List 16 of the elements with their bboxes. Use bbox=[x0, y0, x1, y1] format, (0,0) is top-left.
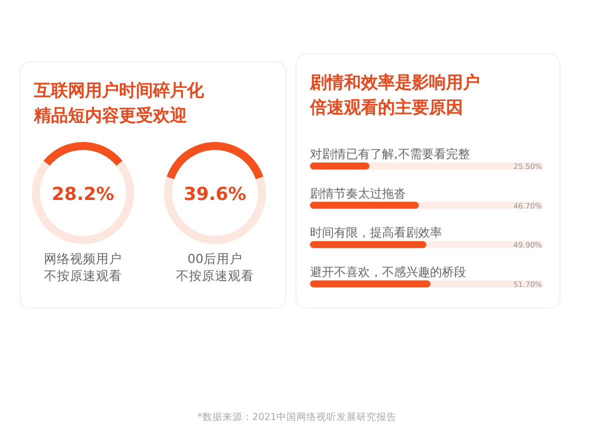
text: 39.6% bbox=[184, 184, 246, 205]
y-tick-label: 时间有限，提高看剧效率 bbox=[310, 226, 442, 240]
chart-title: 互联网用户时间碎片化精品短内容更受欢迎 bbox=[33, 81, 205, 126]
text: 00后用户不按原速观看 bbox=[176, 251, 254, 283]
chart-title: 剧情和效率是影响用户倍速观看的主要原因 bbox=[309, 73, 480, 118]
bar bbox=[310, 162, 370, 170]
donut-slice bbox=[44, 142, 122, 166]
y-tick-label: 对剧情已有了解,不需要看完整 bbox=[310, 147, 470, 161]
text: *数据来源：2021中国网络视听发展研究报告 bbox=[198, 411, 396, 423]
text: 28.2% bbox=[52, 184, 114, 205]
y-tick-label: 避开不喜欢，不感兴趣的桥段 bbox=[310, 264, 466, 279]
y-tick-label: 剧情节奏太过拖沓 bbox=[310, 186, 406, 200]
donut-slice bbox=[32, 160, 134, 244]
donut-slice bbox=[166, 142, 264, 180]
donut-slice bbox=[164, 176, 266, 244]
text: 网络视频用户不按原速观看 bbox=[44, 251, 122, 283]
